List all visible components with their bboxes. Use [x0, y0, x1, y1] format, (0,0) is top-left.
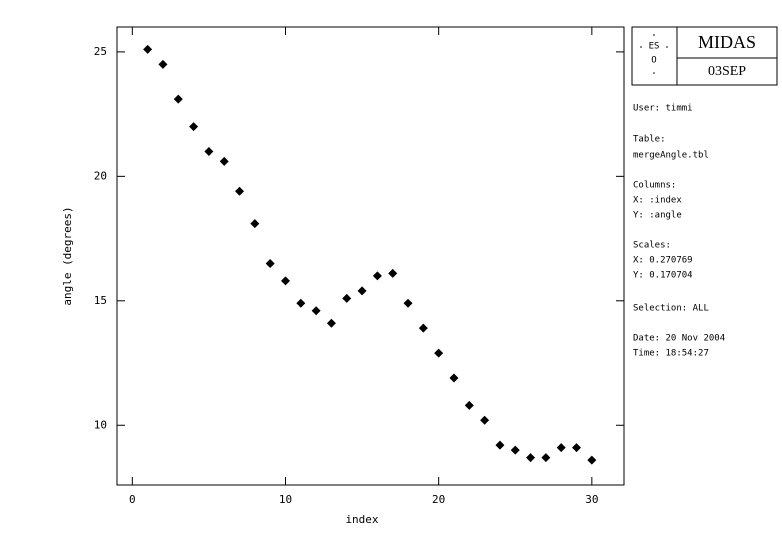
- data-point: [265, 258, 275, 268]
- panel-line: mergeAngle.tbl: [633, 151, 709, 161]
- panel-line: Time: 18:54:27: [633, 349, 709, 359]
- logo-box: [631, 26, 778, 86]
- data-point: [572, 443, 582, 453]
- data-point: [357, 286, 367, 296]
- x-tick-label: 10: [279, 493, 292, 506]
- data-point: [219, 156, 229, 166]
- panel-line: User: timmi: [633, 104, 693, 114]
- data-point: [158, 59, 168, 69]
- y-tick-label: 25: [94, 45, 107, 58]
- x-axis-label: index: [345, 513, 378, 526]
- x-tick-label: 30: [585, 493, 598, 506]
- logo-dot: [653, 34, 655, 36]
- panel-line: Y: 0.170704: [633, 271, 693, 281]
- data-point: [250, 219, 260, 229]
- x-tick-label: 0: [129, 493, 136, 506]
- data-point: [480, 415, 490, 425]
- data-point: [326, 318, 336, 328]
- data-point: [342, 293, 352, 303]
- panel-line: Scales:: [633, 241, 671, 251]
- data-point: [388, 268, 398, 278]
- y-tick-label: 15: [94, 294, 107, 307]
- logo-dot: [640, 46, 642, 48]
- data-point: [556, 443, 566, 453]
- panel-line: Table:: [633, 135, 666, 145]
- data-point: [449, 373, 459, 383]
- data-point: [173, 94, 183, 104]
- logo-text: ES: [649, 42, 660, 52]
- panel-line: Y: :angle: [633, 211, 682, 221]
- panel-title: MIDAS: [698, 32, 756, 52]
- data-point: [526, 453, 536, 463]
- data-point: [372, 271, 382, 281]
- data-point: [204, 146, 214, 156]
- panel-line: X: 0.270769: [633, 256, 693, 266]
- data-point: [280, 276, 290, 286]
- data-point: [311, 306, 321, 316]
- data-point: [189, 122, 199, 132]
- y-tick-label: 20: [94, 169, 107, 182]
- data-point: [143, 44, 153, 54]
- data-point: [434, 348, 444, 358]
- logo-dot: [666, 46, 668, 48]
- plot-frame: [116, 26, 625, 486]
- logo-text: O: [651, 56, 656, 66]
- data-point: [495, 440, 505, 450]
- data-point: [510, 445, 520, 455]
- data-point: [403, 298, 413, 308]
- logo-dot: [653, 72, 655, 74]
- data-point: [235, 186, 245, 196]
- data-point: [541, 453, 551, 463]
- panel-line: X: :index: [633, 196, 682, 206]
- panel-version: 03SEP: [708, 64, 746, 79]
- data-point: [587, 455, 597, 465]
- data-point: [296, 298, 306, 308]
- data-point: [418, 323, 428, 333]
- panel-line: Columns:: [633, 181, 676, 191]
- panel-line: Selection: ALL: [633, 304, 709, 314]
- panel-line: Date: 20 Nov 2004: [633, 334, 725, 344]
- y-axis-label: angle (degrees): [61, 206, 74, 305]
- x-tick-label: 20: [432, 493, 445, 506]
- y-tick-label: 10: [94, 418, 107, 431]
- data-point: [464, 400, 474, 410]
